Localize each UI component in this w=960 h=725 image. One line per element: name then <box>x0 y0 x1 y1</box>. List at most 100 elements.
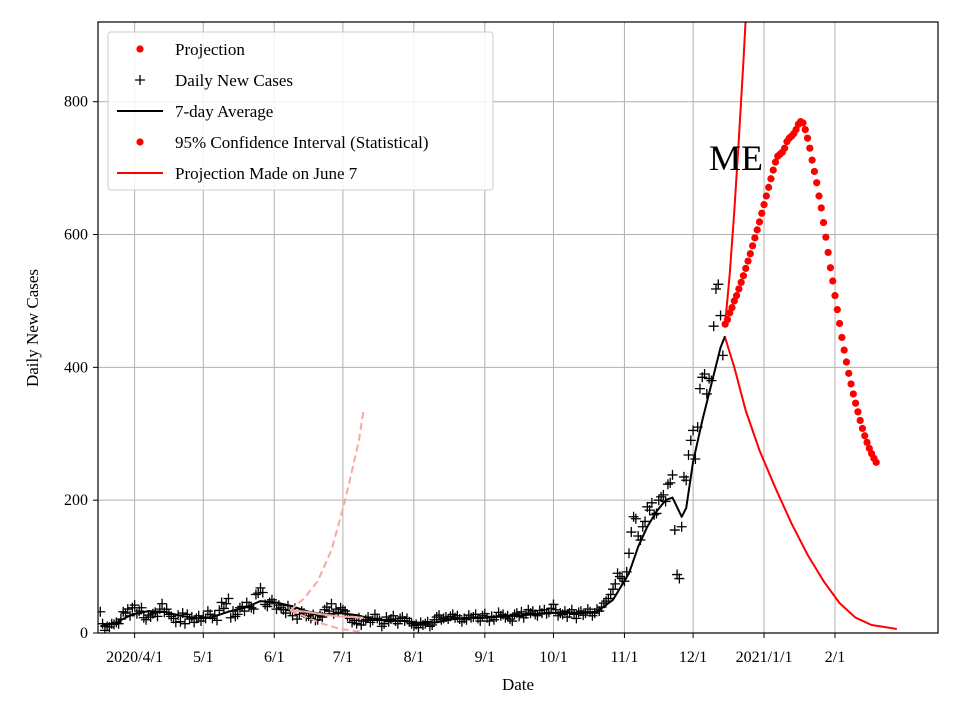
y-axis-label: Daily New Cases <box>23 269 42 387</box>
data-point <box>253 588 264 599</box>
data-point <box>603 593 614 604</box>
data-point <box>822 233 830 241</box>
data-point <box>230 611 241 622</box>
data-point <box>571 613 582 624</box>
data-point <box>656 491 667 502</box>
data-point <box>715 310 726 321</box>
data-point <box>98 618 108 629</box>
data-point <box>257 587 268 598</box>
data-point <box>383 616 394 627</box>
data-point <box>824 248 832 257</box>
data-point <box>152 611 163 622</box>
plot-frame <box>97 21 939 634</box>
series-projection-made-on-june-7 <box>290 609 364 619</box>
data-point <box>118 606 129 617</box>
data-point <box>781 144 789 152</box>
y-tick-label: 200 <box>64 492 88 509</box>
data-point <box>665 477 676 488</box>
data-point <box>248 604 259 615</box>
data-point <box>569 609 580 620</box>
series-line <box>290 609 364 619</box>
data-point <box>326 598 337 609</box>
chart-annotation: ME <box>709 138 763 178</box>
legend-item: 95% Confidence Interval (Statistical) <box>136 133 429 152</box>
y-tick-label: 600 <box>64 227 88 244</box>
x-tick-label: 7/1 <box>333 649 353 666</box>
data-point <box>847 380 855 388</box>
data-point <box>872 458 880 466</box>
data-point <box>737 278 745 286</box>
data-point <box>801 125 809 134</box>
data-point <box>829 277 837 285</box>
data-point <box>216 597 227 608</box>
data-point <box>633 531 644 542</box>
data-point <box>755 218 764 226</box>
data-point <box>710 283 721 294</box>
series-line <box>724 22 747 325</box>
data-point <box>819 218 828 227</box>
legend-box <box>107 31 494 191</box>
data-point <box>739 272 748 280</box>
legend: Projection Daily New Cases 7-day Average 95… <box>107 31 494 191</box>
data-point <box>746 250 754 258</box>
data-point <box>630 513 641 524</box>
x-tick-label: 9/1 <box>475 649 495 666</box>
legend-label: Projection <box>175 40 245 59</box>
data-point <box>644 505 655 516</box>
legend-marker <box>136 138 144 146</box>
data-point <box>826 264 835 272</box>
data-point <box>605 589 616 600</box>
data-point <box>315 610 326 621</box>
x-tick-label: 5/1 <box>193 649 213 666</box>
series-7-day-average <box>100 335 727 628</box>
data-point <box>831 292 839 300</box>
x-tick-label: 10/1 <box>539 649 567 666</box>
data-point <box>845 369 853 377</box>
data-point <box>662 479 673 490</box>
data-point <box>212 615 223 626</box>
data-point <box>136 602 147 613</box>
data-point <box>758 209 766 217</box>
data-point <box>525 608 536 619</box>
x-axis-label: Date <box>502 675 534 694</box>
data-point <box>762 192 770 200</box>
data-point <box>813 179 821 187</box>
data-point <box>744 257 752 265</box>
series-line <box>289 609 364 633</box>
data-point <box>815 192 823 200</box>
data-point <box>728 303 736 312</box>
data-point <box>749 242 757 250</box>
data-point <box>509 609 520 620</box>
series-projection-made-on-june-7 <box>289 410 365 612</box>
data-point <box>351 618 362 629</box>
y-tick-label: 400 <box>64 359 88 376</box>
data-point <box>157 598 168 609</box>
data-point <box>218 603 229 614</box>
data-point <box>170 617 181 628</box>
axes: 2020/4/1 5/1 6/1 7/1 8/1 9/1 10/1 11/1 12/1 2021/… <box>64 94 845 666</box>
series-95-confidence-interval-statistical <box>724 337 897 630</box>
data-point <box>610 578 621 589</box>
data-point <box>127 602 138 613</box>
data-point <box>863 438 871 446</box>
data-point <box>683 450 694 461</box>
y-tick-label: 0 <box>80 625 88 642</box>
data-point <box>637 521 648 532</box>
data-point <box>753 226 761 234</box>
data-point <box>223 593 234 604</box>
data-point <box>548 599 559 610</box>
data-point <box>628 511 639 522</box>
data-point <box>767 175 775 183</box>
data-point <box>699 368 710 379</box>
data-point <box>477 610 488 621</box>
data-point <box>676 521 687 532</box>
data-point <box>347 617 358 628</box>
x-tick-label: 8/1 <box>404 649 424 666</box>
legend-label: Daily New Cases <box>175 71 293 90</box>
data-point <box>771 158 780 166</box>
data-point <box>369 609 380 620</box>
data-point <box>614 571 625 582</box>
x-tick-label: 2021/1/1 <box>736 649 793 666</box>
data-point <box>232 609 243 620</box>
legend-item: Projection <box>136 40 245 59</box>
